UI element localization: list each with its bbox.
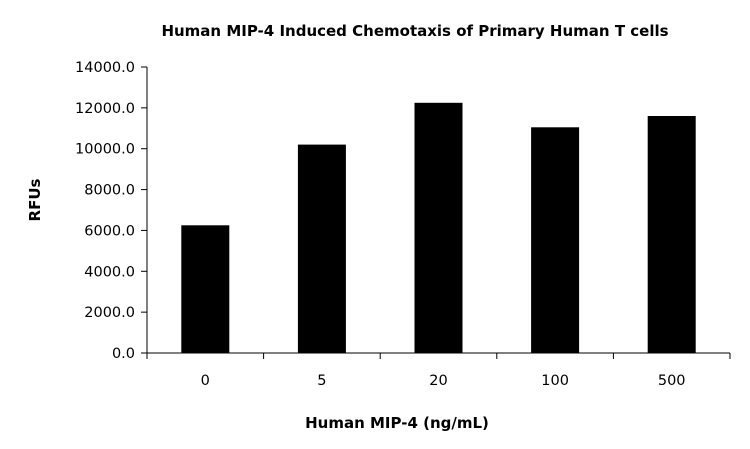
y-tick-label: 12000.0 [75,101,135,117]
y-tick-label: 0.0 [112,346,135,362]
x-tick-label: 20 [429,373,447,389]
y-tick-label: 10000.0 [75,142,135,158]
x-tick-label: 5 [317,373,326,389]
bar-500 [647,116,696,353]
bar-0 [181,225,230,353]
y-tick-label: 2000.0 [84,305,135,321]
axes-group [146,67,730,354]
x-ticks-group: 0 5 20 100 500 [146,353,731,389]
bar-5 [297,144,346,353]
y-tick-label: 6000.0 [84,223,135,239]
x-tick-label: 0 [201,373,210,389]
y-tick-label: 4000.0 [84,264,135,280]
y-ticks-group: 0.0 2000.0 4000.0 6000.0 8000.0 10000.0 12000.… [75,60,147,362]
bar-100 [531,127,580,353]
y-axis-label: RFUs [26,178,44,221]
bar-20 [414,102,463,354]
y-tick-label: 14000.0 [75,60,135,76]
x-axis-label: Human MIP-4 (ng/mL) [305,414,489,432]
bars-group [181,102,696,354]
chart-title: Human MIP-4 Induced Chemotaxis of Primar… [161,22,668,40]
x-tick-label: 500 [658,373,686,389]
y-tick-label: 8000.0 [84,183,135,199]
x-tick-label: 100 [541,373,569,389]
